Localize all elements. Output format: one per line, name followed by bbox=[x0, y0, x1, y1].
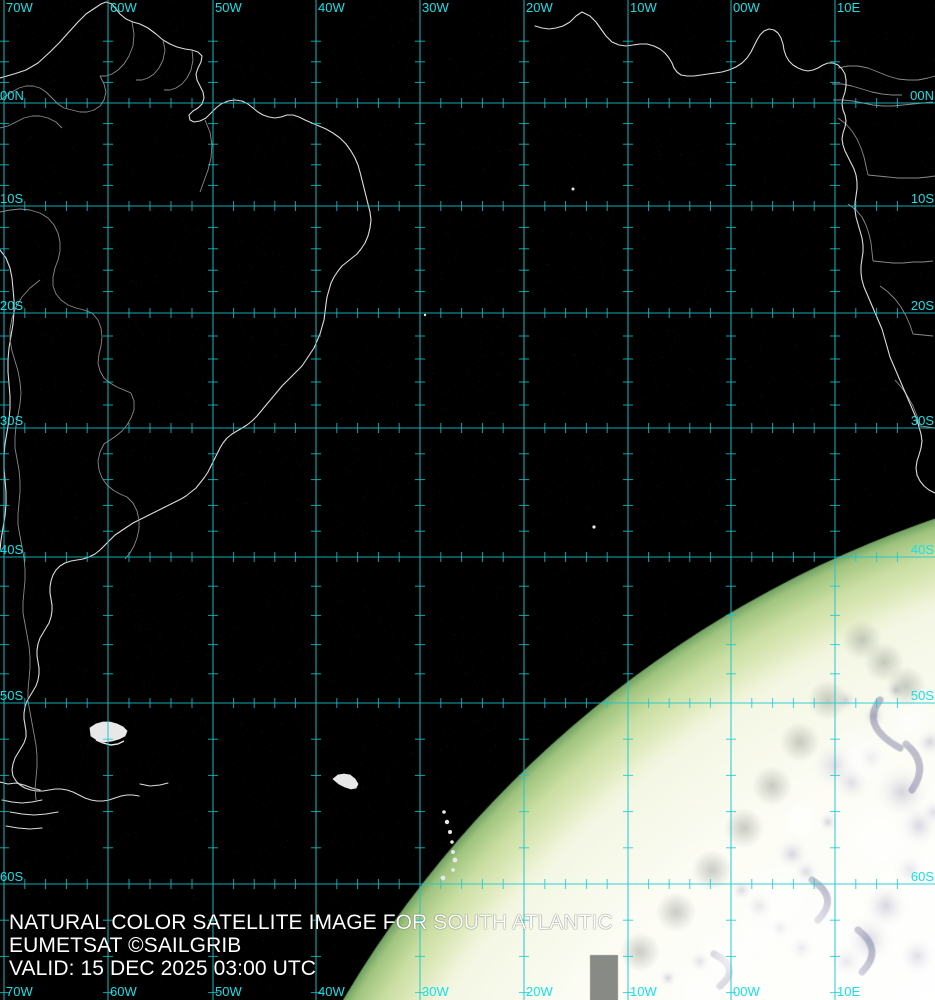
satellite-imagery-layer bbox=[0, 0, 935, 1000]
longitude-label-bottom-70w: 70W bbox=[6, 985, 33, 998]
caption-line-valid: VALID: 15 DEC 2025 03:00 UTC bbox=[9, 957, 613, 980]
latitude-label-right-30s: 30S bbox=[911, 414, 934, 427]
longitude-label-bottom-20w: 20W bbox=[526, 985, 553, 998]
longitude-label-bottom-60w: 60W bbox=[110, 985, 137, 998]
latitude-label-right-20s: 20S bbox=[911, 299, 934, 312]
longitude-label-bottom-40w: 40W bbox=[318, 985, 345, 998]
latitude-label-left-40s: 40S bbox=[0, 543, 23, 556]
longitude-label-bottom-10e: 10E bbox=[837, 985, 860, 998]
longitude-label-top-10w: 10W bbox=[630, 1, 657, 14]
longitude-label-bottom-10w: 10W bbox=[630, 985, 657, 998]
latitude-label-left-10s: 10S bbox=[0, 192, 23, 205]
latitude-label-left-60s: 60S bbox=[0, 870, 23, 883]
satellite-image-view: 70W 60W 50W 40W 30W 20W 10W 00W 10E 70W 60W 50W 40W 3… bbox=[0, 0, 935, 1000]
caption-line-title: NATURAL COLOR SATELLITE IMAGE FOR SOUTH … bbox=[9, 911, 613, 934]
latitude-label-left-30s: 30S bbox=[0, 414, 23, 427]
caption-line-source: EUMETSAT ©SAILGRIB bbox=[9, 934, 613, 957]
latitude-label-left-50s: 50S bbox=[0, 689, 23, 702]
latitude-label-left-20s: 20S bbox=[0, 299, 23, 312]
longitude-label-top-60w: 60W bbox=[110, 1, 137, 14]
latitude-label-right-40s: 40S bbox=[911, 543, 934, 556]
latitude-label-right-10s: 10S bbox=[911, 192, 934, 205]
longitude-label-bottom-30w: 30W bbox=[422, 985, 449, 998]
longitude-label-top-50w: 50W bbox=[215, 1, 242, 14]
latitude-label-right-00n: 00N bbox=[910, 89, 934, 102]
latitude-label-left-00n: 00N bbox=[0, 89, 24, 102]
latitude-label-right-60s: 60S bbox=[911, 870, 934, 883]
longitude-label-top-70w: 70W bbox=[6, 1, 33, 14]
longitude-label-bottom-50w: 50W bbox=[215, 985, 242, 998]
longitude-label-top-20w: 20W bbox=[526, 1, 553, 14]
longitude-label-top-00w: 00W bbox=[733, 1, 760, 14]
longitude-label-top-10e: 10E bbox=[837, 1, 860, 14]
longitude-label-top-40w: 40W bbox=[318, 1, 345, 14]
longitude-label-top-30w: 30W bbox=[422, 1, 449, 14]
caption-block: NATURAL COLOR SATELLITE IMAGE FOR SOUTH … bbox=[9, 911, 613, 980]
latitude-label-right-50s: 50S bbox=[911, 689, 934, 702]
longitude-label-bottom-00w: 00W bbox=[733, 985, 760, 998]
